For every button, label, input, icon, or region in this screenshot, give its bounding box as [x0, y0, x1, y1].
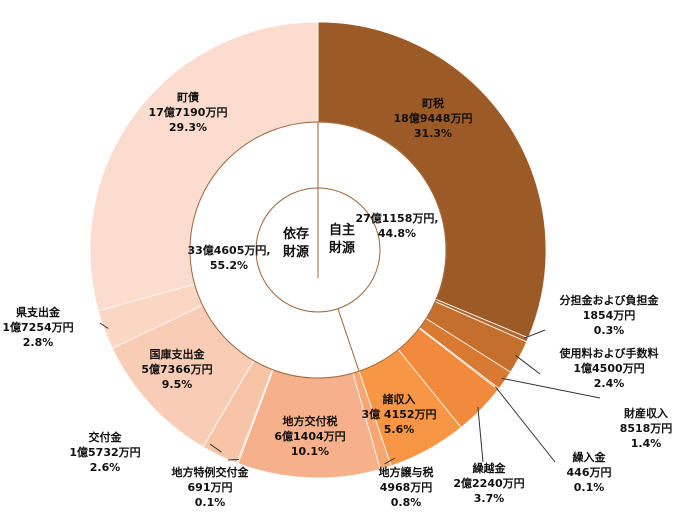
inner-label-dependent-line-0: 33億4605万円,: [187, 243, 270, 257]
outer-label-12-line-0: 県支出金: [16, 305, 61, 319]
outer-label-7-line-2: 0.8%: [391, 496, 422, 509]
outer-label-0-line-0: 町税: [422, 96, 444, 110]
outer-label-3-line-2: 1.4%: [631, 437, 662, 450]
outer-label-9-line-2: 0.1%: [195, 496, 226, 509]
outer-label-11-line-1: 5億7366万円: [141, 362, 212, 376]
outer-label-1-line-0: 分担金および負担金: [560, 293, 660, 307]
center-label-dependent-line-1: 財源: [282, 244, 309, 260]
leader-line-10: [209, 443, 222, 453]
inner-divider-1: [337, 308, 360, 372]
outer-label-0-line-1: 18億9448万円: [394, 111, 473, 125]
outer-label-3-line-0: 財産収入: [623, 406, 668, 420]
outer-label-4-line-2: 0.1%: [574, 481, 605, 494]
outer-label-5-line-1: 2億2240万円: [453, 476, 524, 490]
outer-label-13-line-2: 29.3%: [169, 121, 207, 134]
outer-label-0-line-2: 31.3%: [414, 127, 452, 140]
center-label-dependent-line-0: 依存: [283, 226, 309, 242]
outer-label-13-line-0: 町債: [177, 90, 199, 104]
outer-label-6-line-1: 3億 4152万円: [361, 407, 436, 421]
outer-label-8-line-2: 10.1%: [291, 445, 329, 458]
outer-label-13-line-1: 17億7190万円: [149, 105, 228, 119]
leader-line-2: [515, 355, 541, 375]
outer-label-11-line-2: 9.5%: [162, 378, 193, 391]
outer-label-4-line-0: 繰入金: [573, 450, 607, 464]
inner-slice-1: [189, 122, 360, 378]
leader-line-12: [99, 322, 109, 329]
outer-label-3-line-1: 8518万円: [620, 422, 673, 435]
outer-label-10-line-0: 交付金: [89, 430, 123, 444]
outer-label-7-line-0: 地方譲与税: [379, 465, 434, 479]
outer-label-5-line-2: 3.7%: [474, 492, 505, 505]
center-label-own-line-1: 財源: [328, 240, 355, 256]
leader-line-4: [495, 386, 556, 463]
leader-line-3: [501, 377, 601, 399]
inner-label-dependent-line-1: 55.2%: [210, 259, 248, 272]
inner-slice-0: [318, 122, 446, 372]
inner-label-own-line-1: 44.8%: [378, 227, 416, 240]
outer-label-10-line-1: 1億5732万円: [69, 445, 140, 459]
leader-line-5: [477, 406, 484, 463]
outer-label-9-line-1: 691万円: [188, 481, 233, 494]
outer-label-4-line-1: 446万円: [567, 466, 612, 479]
outer-label-6-line-2: 5.6%: [384, 423, 415, 436]
inner-label-own-line-0: 27億1158万円,: [355, 211, 438, 225]
outer-label-2-line-0: 使用料および手数料: [559, 346, 659, 360]
outer-label-11-line-0: 国庫支出金: [150, 347, 206, 361]
outer-label-12-line-1: 1億7254万円: [2, 320, 73, 334]
outer-label-2-line-1: 1億4500万円: [573, 361, 644, 375]
leader-line-7: [384, 457, 396, 465]
outer-label-8-line-1: 6億1404万円: [274, 429, 345, 443]
outer-label-1-line-2: 0.3%: [594, 324, 625, 337]
center-label-own-line-0: 自主: [329, 222, 355, 238]
outer-label-10-line-2: 2.6%: [90, 461, 121, 474]
leader-line-1: [523, 329, 546, 339]
outer-label-5-line-0: 繰越金: [473, 461, 507, 475]
outer-label-1-line-1: 1854万円: [583, 309, 636, 322]
outer-label-9-line-0: 地方特例交付金: [172, 465, 250, 479]
outer-label-7-line-1: 4968万円: [380, 481, 433, 494]
outer-label-2-line-2: 2.4%: [594, 377, 625, 390]
outer-label-6-line-0: 諸収入: [383, 392, 416, 406]
outer-label-8-line-0: 地方交付税: [283, 414, 338, 428]
outer-label-12-line-2: 2.8%: [23, 336, 54, 349]
